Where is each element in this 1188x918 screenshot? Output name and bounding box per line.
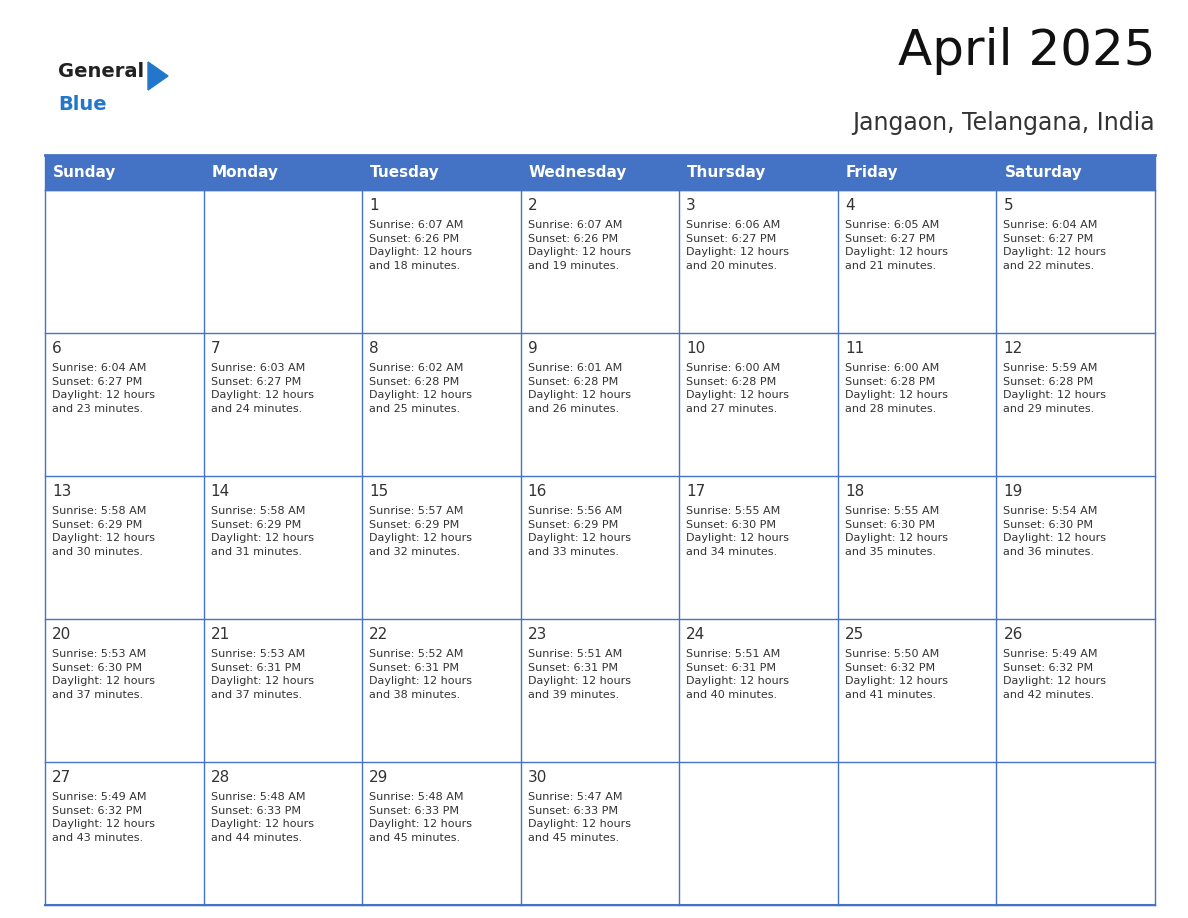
Text: 18: 18	[845, 484, 864, 499]
Text: Sunrise: 5:59 AM
Sunset: 6:28 PM
Daylight: 12 hours
and 29 minutes.: Sunrise: 5:59 AM Sunset: 6:28 PM Dayligh…	[1004, 363, 1106, 414]
Text: 22: 22	[369, 627, 388, 642]
Text: Sunrise: 5:48 AM
Sunset: 6:33 PM
Daylight: 12 hours
and 44 minutes.: Sunrise: 5:48 AM Sunset: 6:33 PM Dayligh…	[210, 792, 314, 843]
Text: Sunrise: 6:06 AM
Sunset: 6:27 PM
Daylight: 12 hours
and 20 minutes.: Sunrise: 6:06 AM Sunset: 6:27 PM Dayligh…	[687, 220, 789, 271]
Text: Sunrise: 5:52 AM
Sunset: 6:31 PM
Daylight: 12 hours
and 38 minutes.: Sunrise: 5:52 AM Sunset: 6:31 PM Dayligh…	[369, 649, 472, 700]
Text: Jangaon, Telangana, India: Jangaon, Telangana, India	[852, 111, 1155, 135]
Text: 20: 20	[52, 627, 71, 642]
Text: 8: 8	[369, 341, 379, 356]
Text: Sunrise: 5:50 AM
Sunset: 6:32 PM
Daylight: 12 hours
and 41 minutes.: Sunrise: 5:50 AM Sunset: 6:32 PM Dayligh…	[845, 649, 948, 700]
Text: 27: 27	[52, 770, 71, 785]
Text: April 2025: April 2025	[897, 27, 1155, 75]
Text: 29: 29	[369, 770, 388, 785]
Text: Sunrise: 6:04 AM
Sunset: 6:27 PM
Daylight: 12 hours
and 23 minutes.: Sunrise: 6:04 AM Sunset: 6:27 PM Dayligh…	[52, 363, 154, 414]
Text: Sunrise: 6:01 AM
Sunset: 6:28 PM
Daylight: 12 hours
and 26 minutes.: Sunrise: 6:01 AM Sunset: 6:28 PM Dayligh…	[527, 363, 631, 414]
Text: Sunrise: 5:57 AM
Sunset: 6:29 PM
Daylight: 12 hours
and 32 minutes.: Sunrise: 5:57 AM Sunset: 6:29 PM Dayligh…	[369, 506, 472, 557]
Text: Sunrise: 5:53 AM
Sunset: 6:30 PM
Daylight: 12 hours
and 37 minutes.: Sunrise: 5:53 AM Sunset: 6:30 PM Dayligh…	[52, 649, 154, 700]
Text: Sunrise: 5:51 AM
Sunset: 6:31 PM
Daylight: 12 hours
and 39 minutes.: Sunrise: 5:51 AM Sunset: 6:31 PM Dayligh…	[527, 649, 631, 700]
Polygon shape	[148, 62, 168, 90]
Text: Sunrise: 5:58 AM
Sunset: 6:29 PM
Daylight: 12 hours
and 31 minutes.: Sunrise: 5:58 AM Sunset: 6:29 PM Dayligh…	[210, 506, 314, 557]
Text: 13: 13	[52, 484, 71, 499]
Text: 25: 25	[845, 627, 864, 642]
Text: 15: 15	[369, 484, 388, 499]
Text: 17: 17	[687, 484, 706, 499]
Text: Sunrise: 5:47 AM
Sunset: 6:33 PM
Daylight: 12 hours
and 45 minutes.: Sunrise: 5:47 AM Sunset: 6:33 PM Dayligh…	[527, 792, 631, 843]
Text: Sunrise: 5:51 AM
Sunset: 6:31 PM
Daylight: 12 hours
and 40 minutes.: Sunrise: 5:51 AM Sunset: 6:31 PM Dayligh…	[687, 649, 789, 700]
Bar	[203, 155, 362, 190]
Text: 12: 12	[1004, 341, 1023, 356]
Text: 2: 2	[527, 198, 537, 213]
Text: 5: 5	[1004, 198, 1013, 213]
Text: 11: 11	[845, 341, 864, 356]
Bar	[680, 155, 838, 190]
Text: Friday: Friday	[846, 165, 898, 180]
Text: Sunrise: 5:55 AM
Sunset: 6:30 PM
Daylight: 12 hours
and 34 minutes.: Sunrise: 5:55 AM Sunset: 6:30 PM Dayligh…	[687, 506, 789, 557]
Text: Sunrise: 6:07 AM
Sunset: 6:26 PM
Daylight: 12 hours
and 19 minutes.: Sunrise: 6:07 AM Sunset: 6:26 PM Dayligh…	[527, 220, 631, 271]
Text: Wednesday: Wednesday	[529, 165, 627, 180]
Text: Sunrise: 5:56 AM
Sunset: 6:29 PM
Daylight: 12 hours
and 33 minutes.: Sunrise: 5:56 AM Sunset: 6:29 PM Dayligh…	[527, 506, 631, 557]
Text: Sunrise: 5:49 AM
Sunset: 6:32 PM
Daylight: 12 hours
and 43 minutes.: Sunrise: 5:49 AM Sunset: 6:32 PM Dayligh…	[52, 792, 154, 843]
Text: Sunrise: 5:55 AM
Sunset: 6:30 PM
Daylight: 12 hours
and 35 minutes.: Sunrise: 5:55 AM Sunset: 6:30 PM Dayligh…	[845, 506, 948, 557]
Text: 14: 14	[210, 484, 229, 499]
Text: General: General	[58, 62, 144, 81]
Text: Thursday: Thursday	[688, 165, 766, 180]
Text: Blue: Blue	[58, 95, 107, 114]
Text: 24: 24	[687, 627, 706, 642]
Bar	[45, 155, 203, 190]
Text: 19: 19	[1004, 484, 1023, 499]
Text: Sunrise: 6:02 AM
Sunset: 6:28 PM
Daylight: 12 hours
and 25 minutes.: Sunrise: 6:02 AM Sunset: 6:28 PM Dayligh…	[369, 363, 472, 414]
Text: 4: 4	[845, 198, 854, 213]
Text: Saturday: Saturday	[1004, 165, 1082, 180]
Text: Sunrise: 6:07 AM
Sunset: 6:26 PM
Daylight: 12 hours
and 18 minutes.: Sunrise: 6:07 AM Sunset: 6:26 PM Dayligh…	[369, 220, 472, 271]
Text: Sunrise: 6:00 AM
Sunset: 6:28 PM
Daylight: 12 hours
and 27 minutes.: Sunrise: 6:00 AM Sunset: 6:28 PM Dayligh…	[687, 363, 789, 414]
Text: 30: 30	[527, 770, 548, 785]
Text: 6: 6	[52, 341, 62, 356]
Text: Sunrise: 6:03 AM
Sunset: 6:27 PM
Daylight: 12 hours
and 24 minutes.: Sunrise: 6:03 AM Sunset: 6:27 PM Dayligh…	[210, 363, 314, 414]
Text: 10: 10	[687, 341, 706, 356]
Text: 7: 7	[210, 341, 220, 356]
Text: 23: 23	[527, 627, 548, 642]
Text: Sunrise: 5:58 AM
Sunset: 6:29 PM
Daylight: 12 hours
and 30 minutes.: Sunrise: 5:58 AM Sunset: 6:29 PM Dayligh…	[52, 506, 154, 557]
Bar	[520, 155, 680, 190]
Text: 21: 21	[210, 627, 229, 642]
Text: 26: 26	[1004, 627, 1023, 642]
Text: Sunrise: 6:04 AM
Sunset: 6:27 PM
Daylight: 12 hours
and 22 minutes.: Sunrise: 6:04 AM Sunset: 6:27 PM Dayligh…	[1004, 220, 1106, 271]
Text: Sunrise: 6:05 AM
Sunset: 6:27 PM
Daylight: 12 hours
and 21 minutes.: Sunrise: 6:05 AM Sunset: 6:27 PM Dayligh…	[845, 220, 948, 271]
Text: 3: 3	[687, 198, 696, 213]
Text: Monday: Monday	[211, 165, 278, 180]
Bar	[362, 155, 520, 190]
Text: Tuesday: Tuesday	[371, 165, 440, 180]
Text: Sunrise: 5:49 AM
Sunset: 6:32 PM
Daylight: 12 hours
and 42 minutes.: Sunrise: 5:49 AM Sunset: 6:32 PM Dayligh…	[1004, 649, 1106, 700]
Bar	[997, 155, 1155, 190]
Text: Sunrise: 6:00 AM
Sunset: 6:28 PM
Daylight: 12 hours
and 28 minutes.: Sunrise: 6:00 AM Sunset: 6:28 PM Dayligh…	[845, 363, 948, 414]
Bar	[838, 155, 997, 190]
Text: Sunrise: 5:54 AM
Sunset: 6:30 PM
Daylight: 12 hours
and 36 minutes.: Sunrise: 5:54 AM Sunset: 6:30 PM Dayligh…	[1004, 506, 1106, 557]
Text: 1: 1	[369, 198, 379, 213]
Text: 9: 9	[527, 341, 537, 356]
Text: Sunday: Sunday	[53, 165, 116, 180]
Text: Sunrise: 5:53 AM
Sunset: 6:31 PM
Daylight: 12 hours
and 37 minutes.: Sunrise: 5:53 AM Sunset: 6:31 PM Dayligh…	[210, 649, 314, 700]
Text: 28: 28	[210, 770, 229, 785]
Text: 16: 16	[527, 484, 548, 499]
Text: Sunrise: 5:48 AM
Sunset: 6:33 PM
Daylight: 12 hours
and 45 minutes.: Sunrise: 5:48 AM Sunset: 6:33 PM Dayligh…	[369, 792, 472, 843]
